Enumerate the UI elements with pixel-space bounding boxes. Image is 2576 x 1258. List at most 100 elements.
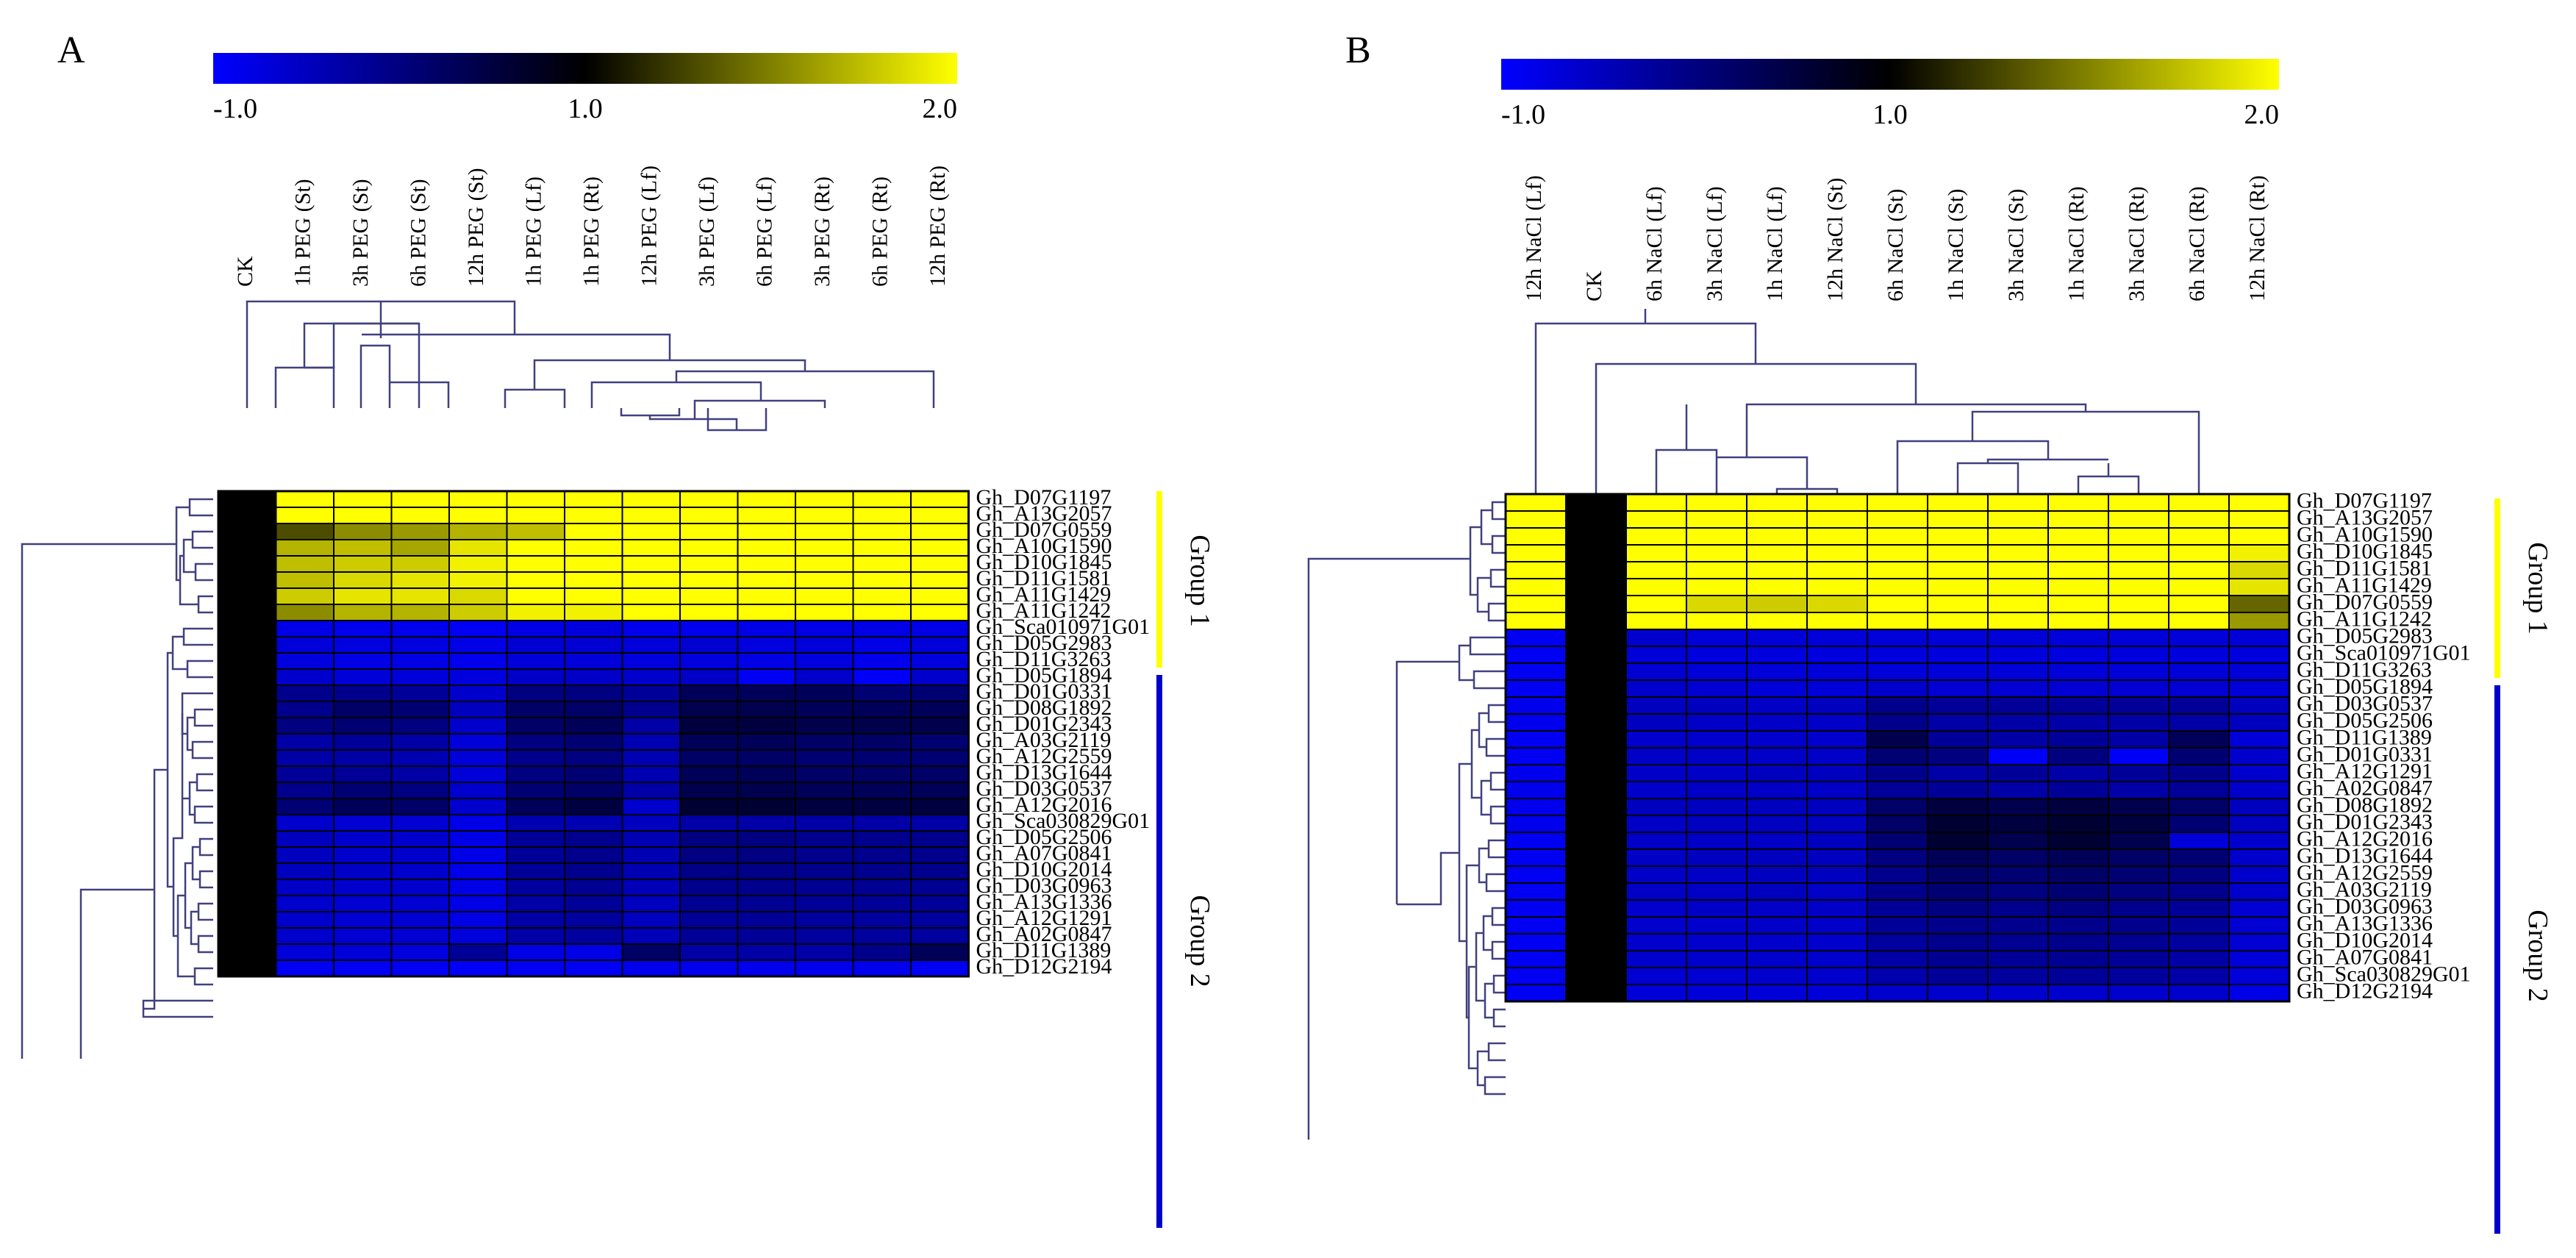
- heatmap-cell: [737, 620, 796, 637]
- heatmap-cell: [737, 604, 796, 621]
- heatmap-cell: [621, 765, 681, 783]
- heatmap-cell: [218, 798, 277, 815]
- heatmap-cell: [506, 539, 565, 557]
- col-dendro-a-link: [620, 408, 681, 417]
- heatmap-cell: [1867, 510, 1928, 529]
- heatmap-cell: [506, 895, 565, 912]
- heatmap-cell: [506, 490, 565, 508]
- column-label: 1h PEG (Lf): [522, 176, 546, 287]
- heatmap-cell: [2047, 764, 2109, 782]
- heatmap-cell: [1565, 629, 1627, 647]
- column-label: 3h NaCl (Rt): [2125, 186, 2149, 301]
- heatmap-cell: [2108, 916, 2169, 934]
- heatmap-cell: [275, 830, 334, 848]
- heatmap-cell: [1746, 578, 1808, 596]
- heatmap-cell: [506, 604, 565, 621]
- group-1-bar-a: [1156, 491, 1162, 668]
- col-dendro-a-link: [693, 399, 826, 419]
- heatmap-cell: [737, 717, 796, 735]
- heatmap-cell: [1987, 544, 2049, 562]
- heatmap-cell: [1625, 629, 1687, 647]
- heatmap-cell: [1686, 848, 1747, 867]
- row-dendro-b-link: [1476, 1050, 1489, 1087]
- heatmap-cell: [1806, 865, 1868, 884]
- column-labels-b: 12h NaCl (Lf) CK 6h NaCl (Lf) 3h NaCl (Lf) 1…: [1522, 175, 2269, 301]
- heatmap-cell: [333, 927, 393, 945]
- heatmap-cell: [1565, 662, 1627, 681]
- heatmap-cell: [621, 830, 681, 848]
- heatmap-cell: [910, 604, 970, 621]
- heatmap-cell: [390, 798, 450, 815]
- heatmap-cell: [1806, 781, 1868, 799]
- heatmap-cell: [2228, 713, 2290, 732]
- heatmap-cell: [275, 765, 334, 783]
- column-label: 3h PEG (St): [348, 179, 373, 287]
- row-label: Gh_A12G1291: [2297, 759, 2433, 783]
- heatmap-cell: [1867, 696, 1928, 715]
- column-label: 6h NaCl (Rt): [2185, 186, 2209, 301]
- row-label: Gh_D01G0331: [2297, 742, 2433, 766]
- heatmap-cell: [1746, 967, 1808, 985]
- heatmap-cell: [2168, 730, 2230, 748]
- heatmap-cell: [275, 507, 334, 524]
- heatmap-cell: [2168, 527, 2230, 546]
- heatmap-cell: [621, 927, 681, 945]
- heatmap-cell: [506, 507, 565, 524]
- heatmap-cell: [1746, 882, 1808, 901]
- heatmap-cell: [1625, 527, 1687, 546]
- colorbar-a-max-label: 2.0: [923, 93, 958, 124]
- heatmap-cell: [2108, 781, 2169, 799]
- row-label: Gh_A12G2559: [2297, 860, 2433, 884]
- heatmap-cell: [1565, 561, 1627, 579]
- heatmap-cell: [564, 733, 623, 751]
- heatmap-cell: [1867, 493, 1928, 512]
- heatmap-cell: [2108, 679, 2169, 698]
- column-label: 1h NaCl (St): [1944, 189, 1968, 301]
- heatmap-cell: [679, 862, 739, 880]
- heatmap-cell: [2047, 510, 2109, 529]
- heatmap-cell: [679, 507, 739, 524]
- heatmap-cell: [390, 668, 450, 686]
- heatmap-cell: [852, 814, 912, 832]
- heatmap-cell: [564, 862, 623, 880]
- heatmap-cell: [2228, 865, 2290, 884]
- heatmap-cell: [1625, 561, 1687, 579]
- heatmap-cell: [621, 620, 681, 637]
- heatmap-cell: [1806, 984, 1868, 1002]
- heatmap-cell: [2047, 662, 2109, 681]
- row-label: Gh_A13G2057: [976, 501, 1112, 526]
- heatmap-cell: [390, 539, 450, 557]
- heatmap-cell: [2047, 527, 2109, 546]
- heatmap-cell: [910, 685, 970, 702]
- heatmap-cell: [275, 749, 334, 767]
- heatmap-cell: [390, 959, 450, 977]
- heatmap-cell: [1746, 544, 1808, 562]
- heatmap-cell: [1625, 493, 1687, 512]
- heatmap-cell: [910, 733, 970, 751]
- heatmap-cell: [275, 798, 334, 815]
- heatmap-cell: [448, 685, 508, 702]
- heatmap-cell: [1746, 815, 1808, 833]
- heatmap-cell: [679, 911, 739, 929]
- heatmap-cell: [1867, 865, 1928, 884]
- heatmap-cell: [2047, 916, 2109, 934]
- heatmap-cell: [1686, 798, 1747, 816]
- heatmap-cell: [218, 571, 277, 589]
- heatmap-cell: [1505, 510, 1567, 529]
- heatmap-cell: [2108, 984, 2169, 1002]
- heatmap-cell: [218, 668, 277, 686]
- heatmap-cell: [333, 555, 393, 573]
- row-dendro-b-link: [1491, 535, 1506, 554]
- heatmap-cell: [448, 523, 508, 540]
- heatmap-cell: [1686, 747, 1747, 765]
- row-label: Gh_A10G1590: [2297, 522, 2433, 546]
- heatmap-cell: [679, 846, 739, 864]
- row-dendro-b-link: [1492, 974, 1506, 994]
- heatmap-cell: [275, 587, 334, 605]
- heatmap-cell: [333, 895, 393, 912]
- col-dendro-a-link: [648, 415, 738, 430]
- heatmap-cell: [1867, 781, 1928, 799]
- heatmap-cell: [275, 523, 334, 540]
- heatmap-cell: [1806, 612, 1868, 630]
- heatmap-cell: [795, 846, 854, 864]
